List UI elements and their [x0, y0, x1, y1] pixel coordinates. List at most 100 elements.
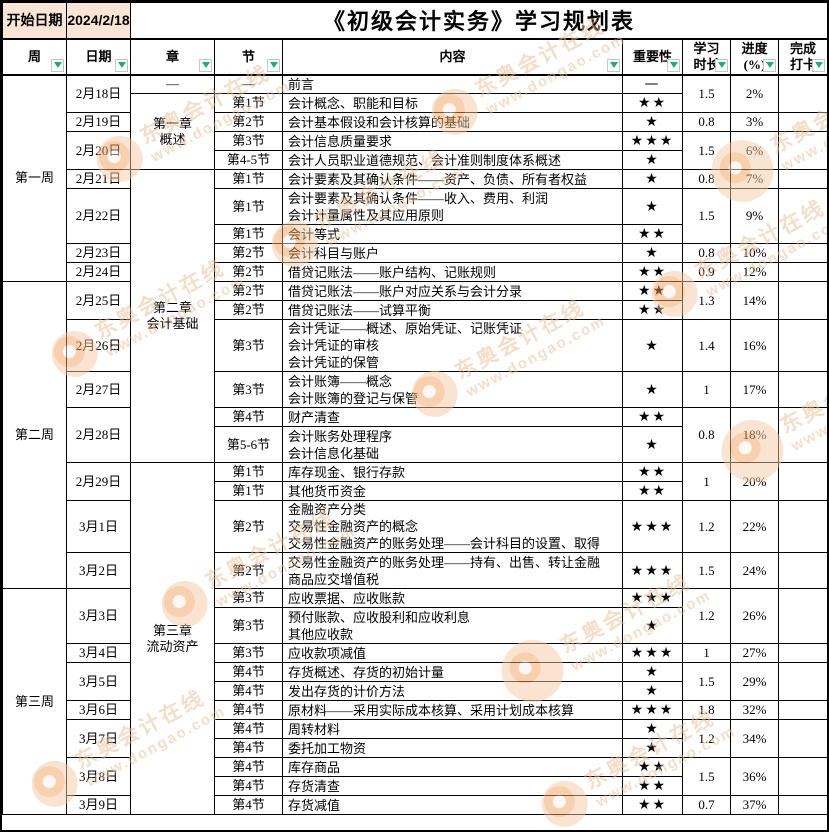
- cell-section[interactable]: 第4节: [214, 719, 283, 739]
- cell-section[interactable]: 第5-6节: [214, 426, 283, 463]
- cell-chapter[interactable]: 第二章 会计基础: [130, 169, 215, 463]
- cell-date[interactable]: 3月1日: [66, 500, 131, 553]
- cell-section[interactable]: 第1节: [214, 481, 283, 501]
- cell-section[interactable]: 第4-5节: [214, 150, 283, 170]
- cell-checkin[interactable]: [777, 188, 827, 244]
- cell-content[interactable]: 会计人员职业道德规范、会计准则制度体系概述: [282, 150, 623, 170]
- filter-button-checkin[interactable]: [812, 58, 826, 72]
- cell-progress[interactable]: 7%: [730, 169, 779, 189]
- cell-section[interactable]: 第4节: [214, 681, 283, 701]
- cell-importance[interactable]: ★: [622, 243, 683, 263]
- cell-checkin[interactable]: [777, 407, 827, 463]
- cell-section[interactable]: 第2节: [214, 281, 283, 301]
- cell-section[interactable]: 第4节: [214, 407, 283, 427]
- cell-chapter[interactable]: 第一章 概述: [130, 93, 215, 170]
- cell-date[interactable]: 2月26日: [66, 319, 131, 372]
- cell-importance[interactable]: ★★: [622, 300, 683, 320]
- cell-importance[interactable]: —: [622, 74, 683, 94]
- cell-progress[interactable]: 3%: [730, 112, 779, 132]
- cell-progress[interactable]: 16%: [730, 319, 779, 372]
- cell-checkin[interactable]: [777, 643, 827, 663]
- cell-checkin[interactable]: [777, 169, 827, 189]
- cell-section[interactable]: 第4节: [214, 738, 283, 758]
- cell-section[interactable]: 第2节: [214, 243, 283, 263]
- cell-section[interactable]: 第1节: [214, 224, 283, 244]
- cell-date[interactable]: 3月3日: [66, 588, 131, 644]
- cell-content[interactable]: 会计等式: [282, 224, 623, 244]
- cell-chapter[interactable]: —: [130, 74, 215, 94]
- cell-section[interactable]: 第1节: [214, 188, 283, 225]
- start-date-value-cell[interactable]: 2024/2/18: [66, 2, 131, 40]
- filter-button-date[interactable]: [115, 58, 128, 72]
- filter-button-progress[interactable]: [763, 58, 776, 72]
- column-header-progress[interactable]: 进度 (%): [730, 38, 779, 76]
- cell-date[interactable]: 2月19日: [66, 112, 131, 132]
- column-header-section[interactable]: 节: [214, 38, 283, 76]
- cell-checkin[interactable]: [777, 757, 827, 796]
- cell-date[interactable]: 3月7日: [66, 719, 131, 758]
- filter-button-week[interactable]: [51, 58, 64, 72]
- cell-checkin[interactable]: [777, 319, 827, 372]
- cell-importance[interactable]: ★★: [622, 462, 683, 482]
- cell-duration[interactable]: 1: [682, 371, 731, 408]
- cell-date[interactable]: 2月23日: [66, 243, 131, 263]
- column-header-duration[interactable]: 学习 时长: [682, 38, 731, 76]
- cell-progress[interactable]: 24%: [730, 552, 779, 589]
- cell-progress[interactable]: 36%: [730, 757, 779, 796]
- cell-content[interactable]: 委托加工物资: [282, 738, 623, 758]
- cell-checkin[interactable]: [777, 262, 827, 282]
- column-header-content[interactable]: 内容: [282, 38, 623, 76]
- cell-progress[interactable]: 12%: [730, 262, 779, 282]
- cell-date[interactable]: 2月20日: [66, 131, 131, 170]
- cell-progress[interactable]: 22%: [730, 500, 779, 553]
- cell-progress[interactable]: 32%: [730, 700, 779, 720]
- cell-content[interactable]: 存货减值: [282, 795, 623, 815]
- cell-importance[interactable]: ★★★: [622, 131, 683, 151]
- cell-importance[interactable]: ★★★: [622, 700, 683, 720]
- cell-section[interactable]: 第4节: [214, 757, 283, 777]
- cell-content[interactable]: 应收票据、应收账款: [282, 588, 623, 608]
- cell-duration[interactable]: 1.2: [682, 588, 731, 644]
- column-header-date[interactable]: 日期: [66, 38, 131, 76]
- cell-section[interactable]: 第4节: [214, 776, 283, 796]
- cell-checkin[interactable]: [777, 588, 827, 644]
- cell-content[interactable]: 交易性金融资产的账务处理——持有、出售、转让金融 商品应交增值税: [282, 552, 623, 589]
- cell-progress[interactable]: 14%: [730, 281, 779, 320]
- cell-importance[interactable]: ★★★: [622, 500, 683, 553]
- cell-content[interactable]: 库存现金、银行存款: [282, 462, 623, 482]
- cell-content[interactable]: 借贷记账法——账户对应关系与会计分录: [282, 281, 623, 301]
- cell-checkin[interactable]: [777, 281, 827, 320]
- cell-date[interactable]: 2月25日: [66, 281, 131, 320]
- cell-checkin[interactable]: [777, 700, 827, 720]
- cell-content[interactable]: 财产清查: [282, 407, 623, 427]
- cell-content[interactable]: 会计科目与账户: [282, 243, 623, 263]
- cell-content[interactable]: 会计要素及其确认条件——资产、负债、所有者权益: [282, 169, 623, 189]
- cell-progress[interactable]: 26%: [730, 588, 779, 644]
- cell-importance[interactable]: ★★★: [622, 643, 683, 663]
- cell-content[interactable]: 会计信息质量要求: [282, 131, 623, 151]
- cell-importance[interactable]: ★★: [622, 93, 683, 113]
- cell-section[interactable]: 第2节: [214, 300, 283, 320]
- cell-progress[interactable]: 27%: [730, 643, 779, 663]
- cell-section[interactable]: 第4节: [214, 662, 283, 682]
- cell-importance[interactable]: ★: [622, 150, 683, 170]
- cell-importance[interactable]: ★: [622, 169, 683, 189]
- cell-checkin[interactable]: [777, 131, 827, 170]
- cell-content[interactable]: 原材料——采用实际成本核算、采用计划成本核算: [282, 700, 623, 720]
- cell-progress[interactable]: 9%: [730, 188, 779, 244]
- cell-checkin[interactable]: [777, 371, 827, 408]
- cell-checkin[interactable]: [777, 662, 827, 701]
- cell-date[interactable]: 3月5日: [66, 662, 131, 701]
- cell-week[interactable]: 第三周: [2, 588, 67, 815]
- cell-section[interactable]: 第2节: [214, 552, 283, 589]
- cell-content[interactable]: 周转材料: [282, 719, 623, 739]
- cell-section[interactable]: —: [214, 74, 283, 94]
- cell-progress[interactable]: 18%: [730, 407, 779, 463]
- cell-checkin[interactable]: [777, 500, 827, 553]
- column-header-checkin[interactable]: 完成 打卡: [777, 38, 827, 76]
- cell-duration[interactable]: 0.8: [682, 112, 731, 132]
- cell-section[interactable]: 第4节: [214, 795, 283, 815]
- cell-importance[interactable]: ★: [622, 112, 683, 132]
- cell-date[interactable]: 3月2日: [66, 552, 131, 589]
- cell-duration[interactable]: 0.8: [682, 243, 731, 263]
